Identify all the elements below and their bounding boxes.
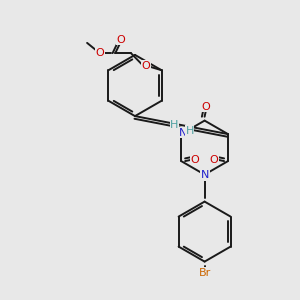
- Text: O: O: [142, 61, 150, 71]
- Text: Br: Br: [199, 268, 211, 278]
- Text: N: N: [201, 170, 209, 181]
- Text: H: H: [185, 125, 194, 136]
- Text: N: N: [179, 128, 188, 138]
- Text: O: O: [95, 48, 104, 58]
- Text: O: O: [201, 102, 210, 112]
- Text: O: O: [190, 155, 200, 165]
- Text: O: O: [210, 155, 219, 165]
- Text: H: H: [170, 119, 178, 130]
- Text: O: O: [116, 35, 125, 45]
